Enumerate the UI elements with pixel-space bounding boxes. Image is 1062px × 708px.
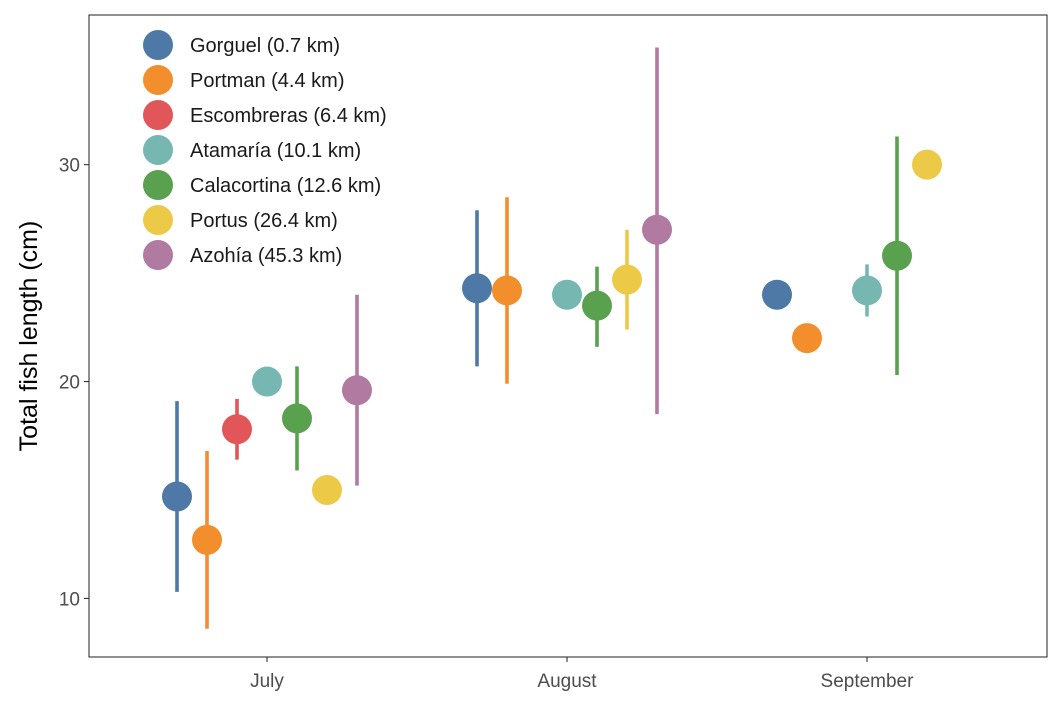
legend-key	[143, 170, 173, 200]
legend-item: Portman (4.4 km)	[143, 65, 344, 95]
legend-label: Portus (26.4 km)	[190, 210, 338, 232]
legend-key	[143, 65, 173, 95]
legend-label: Azohía (45.3 km)	[190, 245, 342, 267]
x-tick-label: September	[821, 671, 915, 692]
data-point	[582, 290, 612, 321]
y-axis: 10 20 30	[59, 156, 89, 610]
legend-item: Atamaría (10.1 km)	[143, 135, 361, 165]
y-tick-label: 20	[59, 373, 80, 394]
legend-item: Calacortina (12.6 km)	[143, 170, 381, 200]
data-point	[492, 275, 522, 306]
legend: Gorguel (0.7 km) Portman (4.4 km) Escombre…	[143, 30, 387, 270]
data-point	[192, 524, 222, 555]
y-tick-label: 10	[59, 589, 80, 610]
legend-item: Gorguel (0.7 km)	[143, 30, 340, 60]
data-point	[612, 264, 642, 295]
legend-label: Calacortina (12.6 km)	[190, 175, 381, 197]
x-axis: July August September	[250, 657, 914, 692]
legend-label: Escombreras (6.4 km)	[190, 105, 387, 127]
data-point	[852, 275, 882, 306]
legend-key	[143, 240, 173, 270]
data-point	[642, 214, 672, 245]
legend-item: Escombreras (6.4 km)	[143, 100, 387, 130]
data-point	[882, 240, 912, 271]
legend-key	[143, 135, 173, 165]
data-point	[252, 366, 282, 397]
plot-marks	[162, 47, 942, 629]
data-point	[162, 481, 192, 512]
series-azohia-45-3-km	[342, 47, 672, 486]
y-axis-title: Total fish length (cm)	[15, 221, 43, 452]
data-point	[552, 279, 582, 310]
y-tick-label: 30	[59, 156, 80, 177]
legend-key	[143, 205, 173, 235]
legend-item: Azohía (45.3 km)	[143, 240, 342, 270]
legend-label: Portman (4.4 km)	[190, 70, 344, 92]
legend-key	[143, 100, 173, 130]
data-point	[912, 149, 942, 180]
series-portman-4-4-km	[192, 197, 822, 629]
legend-item: Portus (26.4 km)	[143, 205, 338, 235]
data-point	[222, 414, 252, 445]
series-atamaria-10-1-km	[252, 264, 882, 397]
plot-panel-border	[88, 14, 1048, 658]
series-portus-26-4-km	[312, 149, 942, 505]
data-point	[282, 403, 312, 434]
legend-key	[143, 30, 173, 60]
series-escombreras-6-4-km	[222, 398, 252, 460]
x-tick-label: July	[250, 671, 284, 692]
data-point	[762, 279, 792, 310]
series-calacortina-12-6-km	[282, 136, 912, 471]
data-point	[312, 474, 342, 505]
data-point	[342, 375, 372, 406]
series-gorguel-0-7-km	[162, 210, 792, 592]
legend-label: Atamaría (10.1 km)	[190, 140, 361, 162]
legend-label: Gorguel (0.7 km)	[190, 35, 340, 57]
data-point	[462, 273, 492, 304]
data-point	[792, 323, 822, 354]
x-tick-label: August	[537, 671, 597, 692]
